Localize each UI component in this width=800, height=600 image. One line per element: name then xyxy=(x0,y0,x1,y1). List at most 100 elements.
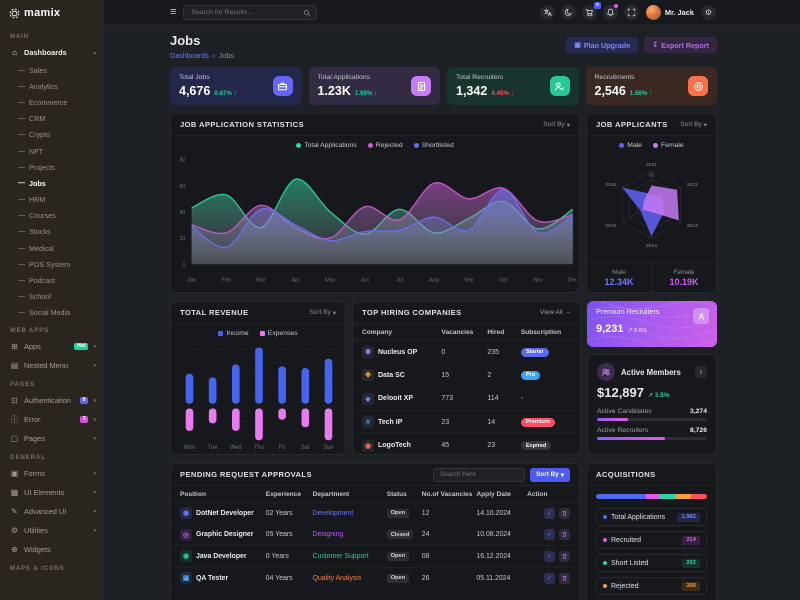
settings-icon[interactable]: ⚙ xyxy=(701,5,716,20)
page-header: Jobs Dashboards» Jobs ▣ Plan Upgrade ↧ Ex… xyxy=(170,33,717,60)
sidebar-subitem-social-media[interactable]: — Social Media xyxy=(0,305,104,321)
sidebar-subitem-courses[interactable]: — Courses xyxy=(0,208,104,224)
acquisition-value-badge: 214 xyxy=(682,535,700,545)
sidebar-item-badge: Hot xyxy=(74,343,89,350)
sort-by-button[interactable]: Sort By ▾ xyxy=(530,467,570,482)
cart-icon[interactable]: 5 xyxy=(581,2,601,20)
delete-button[interactable] xyxy=(558,507,570,519)
bar-chart: Mon Tue Wed Thu Fri Sat Sun xyxy=(177,347,339,451)
department-cell[interactable]: Development xyxy=(312,509,354,517)
delete-button[interactable] xyxy=(558,529,570,541)
breadcrumb-parent[interactable]: Dashboards xyxy=(170,51,209,60)
bell-icon[interactable] xyxy=(602,4,618,20)
sidebar-item-nested-menu[interactable]: ▤ Nested Menu ▾ xyxy=(0,356,104,375)
vacancies-cell: 26 xyxy=(421,574,430,582)
svg-text:Fri: Fri xyxy=(279,445,286,451)
brand-logo[interactable]: mamix xyxy=(0,0,104,26)
sidebar-item-authentication[interactable]: ⊡ Authentication 8 ▾ xyxy=(0,391,104,410)
search-icon[interactable] xyxy=(303,9,311,17)
global-search[interactable] xyxy=(183,5,318,20)
sidebar-subitem-label: School xyxy=(29,292,51,302)
menu-toggle-icon[interactable]: ≡ xyxy=(170,6,177,18)
table-search-input[interactable] xyxy=(438,470,521,479)
sidebar-subitem-crypto[interactable]: — Crypto xyxy=(0,127,104,143)
sidebar-item-apps[interactable]: ⊞ Apps Hot ▾ xyxy=(0,337,104,356)
sidebar-subitem-nft[interactable]: — NFT xyxy=(0,143,104,159)
bar-segment xyxy=(659,494,675,499)
approve-button[interactable]: ✓ xyxy=(543,550,555,562)
view-all-link[interactable]: View All → xyxy=(540,309,571,316)
delete-button[interactable] xyxy=(558,572,570,584)
approve-button[interactable]: ✓ xyxy=(543,507,555,519)
translate-icon[interactable] xyxy=(539,5,555,20)
moon-icon[interactable] xyxy=(560,5,576,20)
position-icon: ◉ xyxy=(180,550,192,563)
search-input[interactable] xyxy=(189,8,300,17)
column-header: Position xyxy=(180,490,207,498)
sidebar-item-pages[interactable]: ▢ Pages ▾ xyxy=(0,429,104,448)
sidebar-subitem-pos-system[interactable]: — POS System xyxy=(0,256,104,272)
company-name: Data SC xyxy=(378,371,405,379)
sidebar-item-ui-elements[interactable]: ▦ UI Elements ▾ xyxy=(0,483,104,502)
sidebar-subitem-stocks[interactable]: — Stocks xyxy=(0,224,104,240)
card-title: JOB APPLICANTS xyxy=(596,120,668,129)
sidebar-item-widgets[interactable]: ⊕ Widgets xyxy=(0,540,104,559)
legend-label: Total Applications xyxy=(304,142,357,149)
sidebar-subitem-projects[interactable]: — Projects xyxy=(0,159,104,175)
sort-by-dropdown[interactable]: Sort By ▾ xyxy=(680,121,707,129)
sidebar-subitem-medical[interactable]: — Medical xyxy=(0,240,104,256)
series-dot xyxy=(603,584,607,588)
sidebar-item-dashboards[interactable]: ⌂ Dashboards ▴ xyxy=(0,43,104,62)
department-cell[interactable]: Quality Analysis xyxy=(312,574,362,582)
legend-label: Income xyxy=(226,330,249,337)
vacancies-cell: 24 xyxy=(421,531,430,539)
table-search[interactable] xyxy=(433,467,526,482)
department-cell[interactable]: Customer Support xyxy=(312,552,369,560)
sidebar-subitem-ecommerce[interactable]: — Ecommerce xyxy=(0,94,104,110)
sidebar-item-utilities[interactable]: ⚙ Utilities ▾ xyxy=(0,521,104,540)
export-report-button[interactable]: ↧ Export Report xyxy=(644,37,717,53)
vacancies-cell: 12 xyxy=(421,509,430,517)
dash-icon: — xyxy=(18,244,25,252)
status-badge: Open xyxy=(386,508,409,518)
sidebar-subitem-sales[interactable]: — Sales xyxy=(0,62,104,78)
fullscreen-icon[interactable] xyxy=(623,5,639,20)
sidebar-item-forms[interactable]: ▣ Forms ▾ xyxy=(0,464,104,483)
dash-icon: — xyxy=(18,212,25,220)
recruiter-badge-icon[interactable] xyxy=(693,308,709,324)
sidebar-subitem-podcast[interactable]: — Podcast xyxy=(0,272,104,288)
sidebar-subitem-school[interactable]: — School xyxy=(0,289,104,305)
status-badge: Open xyxy=(386,551,409,561)
sidebar-subitem-crm[interactable]: — CRM xyxy=(0,111,104,127)
sort-by-dropdown[interactable]: Sort By ▾ xyxy=(309,309,336,317)
sidebar-subitem-analytics[interactable]: — Analytics xyxy=(0,78,104,94)
delete-button[interactable] xyxy=(558,550,570,562)
plan-upgrade-button[interactable]: ▣ Plan Upgrade xyxy=(566,37,639,53)
translate-icon xyxy=(543,8,552,17)
dash-icon: — xyxy=(18,98,25,106)
vacancies-cell: 23 xyxy=(441,418,450,426)
hired-cell: 235 xyxy=(487,348,500,356)
sidebar-subitem-jobs[interactable]: — Jobs xyxy=(0,175,104,191)
stat-label: Recruitments xyxy=(594,74,635,81)
chevron-down-icon: ▾ xyxy=(566,121,570,129)
active-members-card: Active Members › $12,897 ↗ 3.5% Active C… xyxy=(587,354,717,455)
position-name: QA Tester xyxy=(196,574,229,582)
chevron-right-button[interactable]: › xyxy=(695,366,707,378)
radar-total-label: Male xyxy=(612,268,626,276)
brand-name: mamix xyxy=(24,7,61,19)
user-menu[interactable]: Mr. Jack xyxy=(645,5,694,20)
sort-by-dropdown[interactable]: Sort By ▾ xyxy=(543,121,570,129)
sidebar-item-error[interactable]: ⓘ Error 3 ▾ xyxy=(0,410,104,429)
legend-marker xyxy=(367,143,373,148)
approve-button[interactable]: ✓ xyxy=(543,529,555,541)
sidebar-item-label: UI Elements xyxy=(24,488,65,497)
company-cell: ✤ Data SC xyxy=(362,369,441,382)
column-header: Experience xyxy=(265,490,301,498)
department-cell[interactable]: Designing xyxy=(312,531,344,539)
sidebar-subitem-hrm[interactable]: — HRM xyxy=(0,192,104,208)
approve-button[interactable]: ✓ xyxy=(543,572,555,584)
chevron-down-icon: ▾ xyxy=(93,527,96,534)
legend-label: Rejected xyxy=(375,142,403,149)
sidebar-item-advanced-ui[interactable]: ✎ Advanced UI ▾ xyxy=(0,502,104,521)
